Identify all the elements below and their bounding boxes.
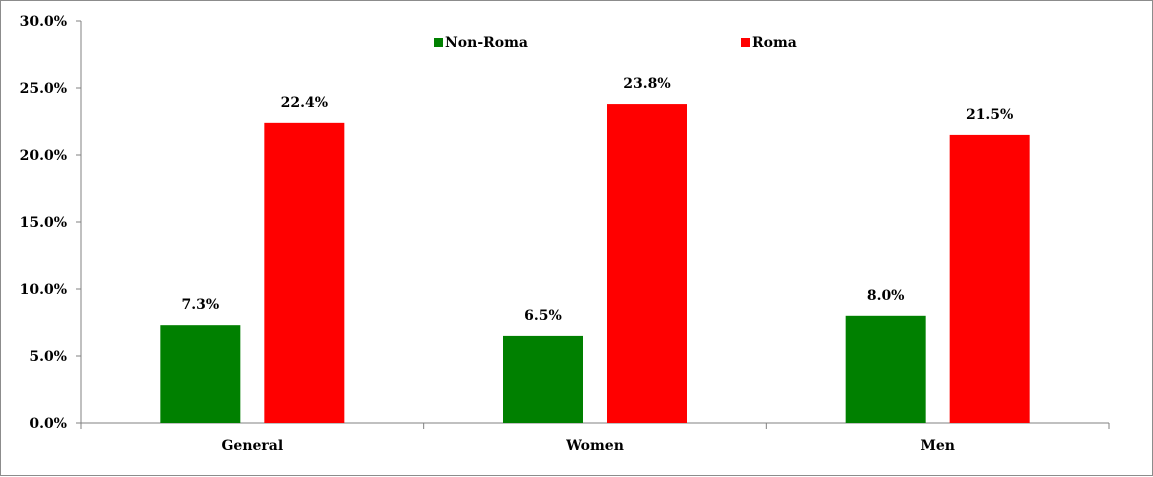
legend-swatch bbox=[741, 38, 750, 47]
data-label: 22.4% bbox=[281, 95, 328, 111]
legend: Non-Roma Roma bbox=[434, 35, 797, 51]
data-label: 23.8% bbox=[623, 76, 670, 92]
category-label: General bbox=[221, 438, 283, 454]
y-axis: 0.0% 5.0% 10.0% 15.0% 20.0% 25.0% 30.0% bbox=[20, 14, 82, 432]
x-axis: General Women Men bbox=[80, 422, 1110, 454]
y-tick-label: 5.0% bbox=[29, 349, 67, 365]
y-tick-label: 15.0% bbox=[20, 215, 67, 231]
legend-swatch bbox=[434, 38, 443, 47]
y-tick-label: 30.0% bbox=[20, 14, 67, 30]
legend-label: Non-Roma bbox=[445, 35, 528, 51]
y-tick-label: 0.0% bbox=[29, 416, 67, 432]
bar-roma bbox=[264, 122, 345, 423]
bar-non-roma bbox=[845, 315, 926, 423]
bar-non-roma bbox=[160, 325, 241, 423]
bar-roma bbox=[607, 104, 687, 423]
data-label: 21.5% bbox=[966, 107, 1013, 123]
y-tick-label: 10.0% bbox=[20, 282, 67, 298]
data-label: 6.5% bbox=[524, 308, 562, 324]
y-tick-label: 20.0% bbox=[20, 148, 67, 164]
legend-label: Roma bbox=[752, 35, 797, 51]
category-label: Women bbox=[565, 438, 624, 454]
data-label: 8.0% bbox=[867, 288, 905, 304]
bars bbox=[160, 104, 1030, 423]
data-label: 7.3% bbox=[181, 297, 219, 313]
bar-roma bbox=[949, 134, 1030, 423]
y-tick-label: 25.0% bbox=[20, 81, 67, 97]
category-label: Men bbox=[920, 438, 955, 454]
data-labels: 7.3% 22.4% 6.5% 23.8% 8.0% 21.5% bbox=[181, 76, 1013, 324]
bar-non-roma bbox=[503, 335, 583, 423]
